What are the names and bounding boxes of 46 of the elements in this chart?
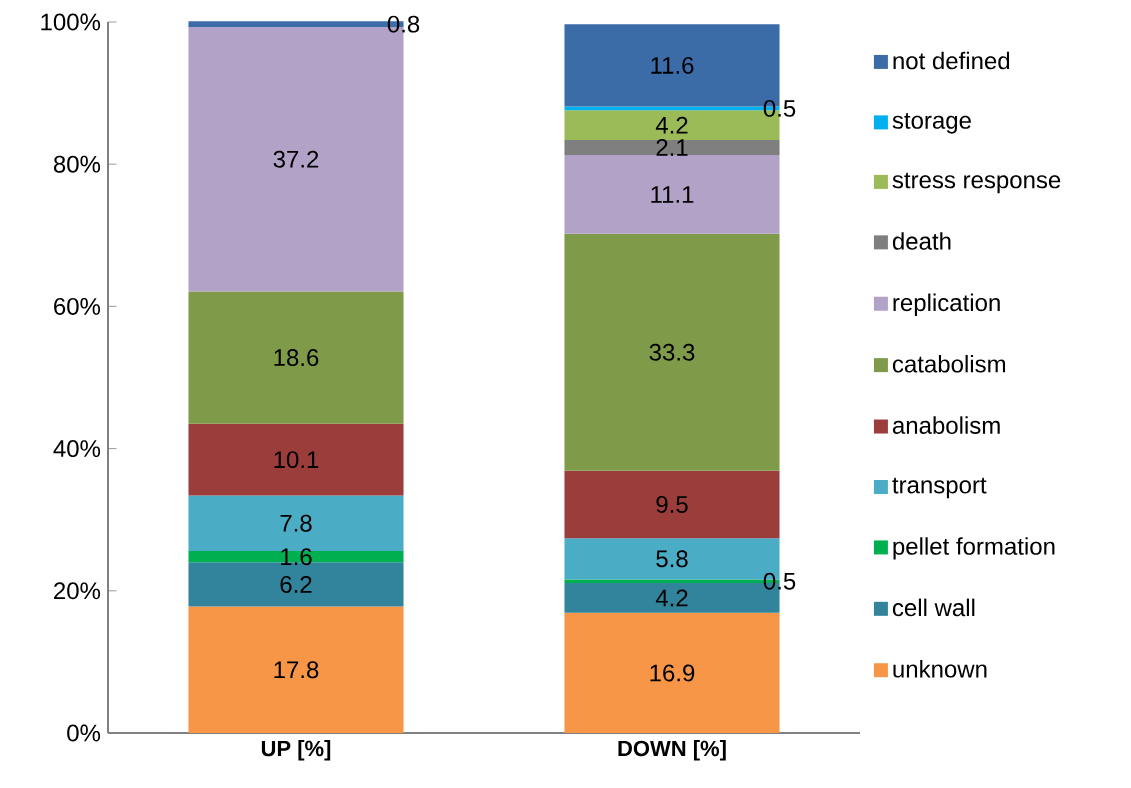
data-label: 37.2	[273, 150, 319, 168]
legend-label: unknown	[893, 660, 987, 678]
legend-label: anabolism	[892, 416, 1000, 434]
data-label: 2.1	[656, 139, 688, 156]
data-label: 33.3	[649, 343, 695, 361]
y-tick-label: 0%	[67, 724, 101, 742]
data-label: 0.5	[763, 572, 796, 590]
y-tick-label: 60%	[54, 297, 101, 315]
bar	[564, 612, 780, 733]
legend-label: death	[892, 232, 951, 250]
data-label: 0.8	[387, 15, 420, 33]
y-tick-label: 80%	[53, 155, 101, 173]
data-label: 5.8	[656, 550, 688, 568]
legend-label: pellet formation	[893, 537, 1055, 560]
data-label: 7.8	[280, 514, 312, 532]
data-label: 4.2	[655, 116, 688, 134]
y-tick-label: 20%	[54, 582, 101, 600]
x-tick-label: DOWN [%]	[618, 740, 726, 761]
bar	[564, 154, 780, 234]
legend-label: cell wall	[892, 598, 975, 617]
data-label: 16.9	[650, 664, 695, 682]
data-label: 4.2	[655, 589, 688, 607]
data-label: 0.5	[763, 99, 796, 117]
data-label: 9.5	[656, 495, 688, 513]
bar	[564, 470, 780, 539]
data-label: 11.1	[651, 186, 694, 203]
bar	[188, 423, 404, 496]
x-tick-label: UP [%]	[261, 740, 331, 761]
y-tick-label: 100%	[41, 13, 101, 31]
bar	[188, 606, 404, 733]
data-label: 1.6	[281, 548, 312, 566]
legend-label: stress response	[892, 172, 1061, 194]
legend-label: not defined	[893, 51, 1010, 70]
legend-label: storage	[892, 113, 971, 134]
bar	[564, 140, 780, 155]
y-tick-label: 40%	[53, 440, 101, 458]
data-label: 6.2	[280, 575, 312, 593]
legend-label: transport	[892, 477, 987, 499]
data-label: 10.1	[274, 451, 319, 469]
legend-label: replication	[893, 293, 1000, 316]
data-label: 17.8	[274, 661, 319, 679]
data-label: 11.6	[651, 56, 694, 74]
bar	[188, 291, 404, 424]
bar	[564, 233, 780, 471]
legend-label: catabolism	[892, 354, 1006, 373]
data-label: 18.6	[274, 349, 319, 367]
